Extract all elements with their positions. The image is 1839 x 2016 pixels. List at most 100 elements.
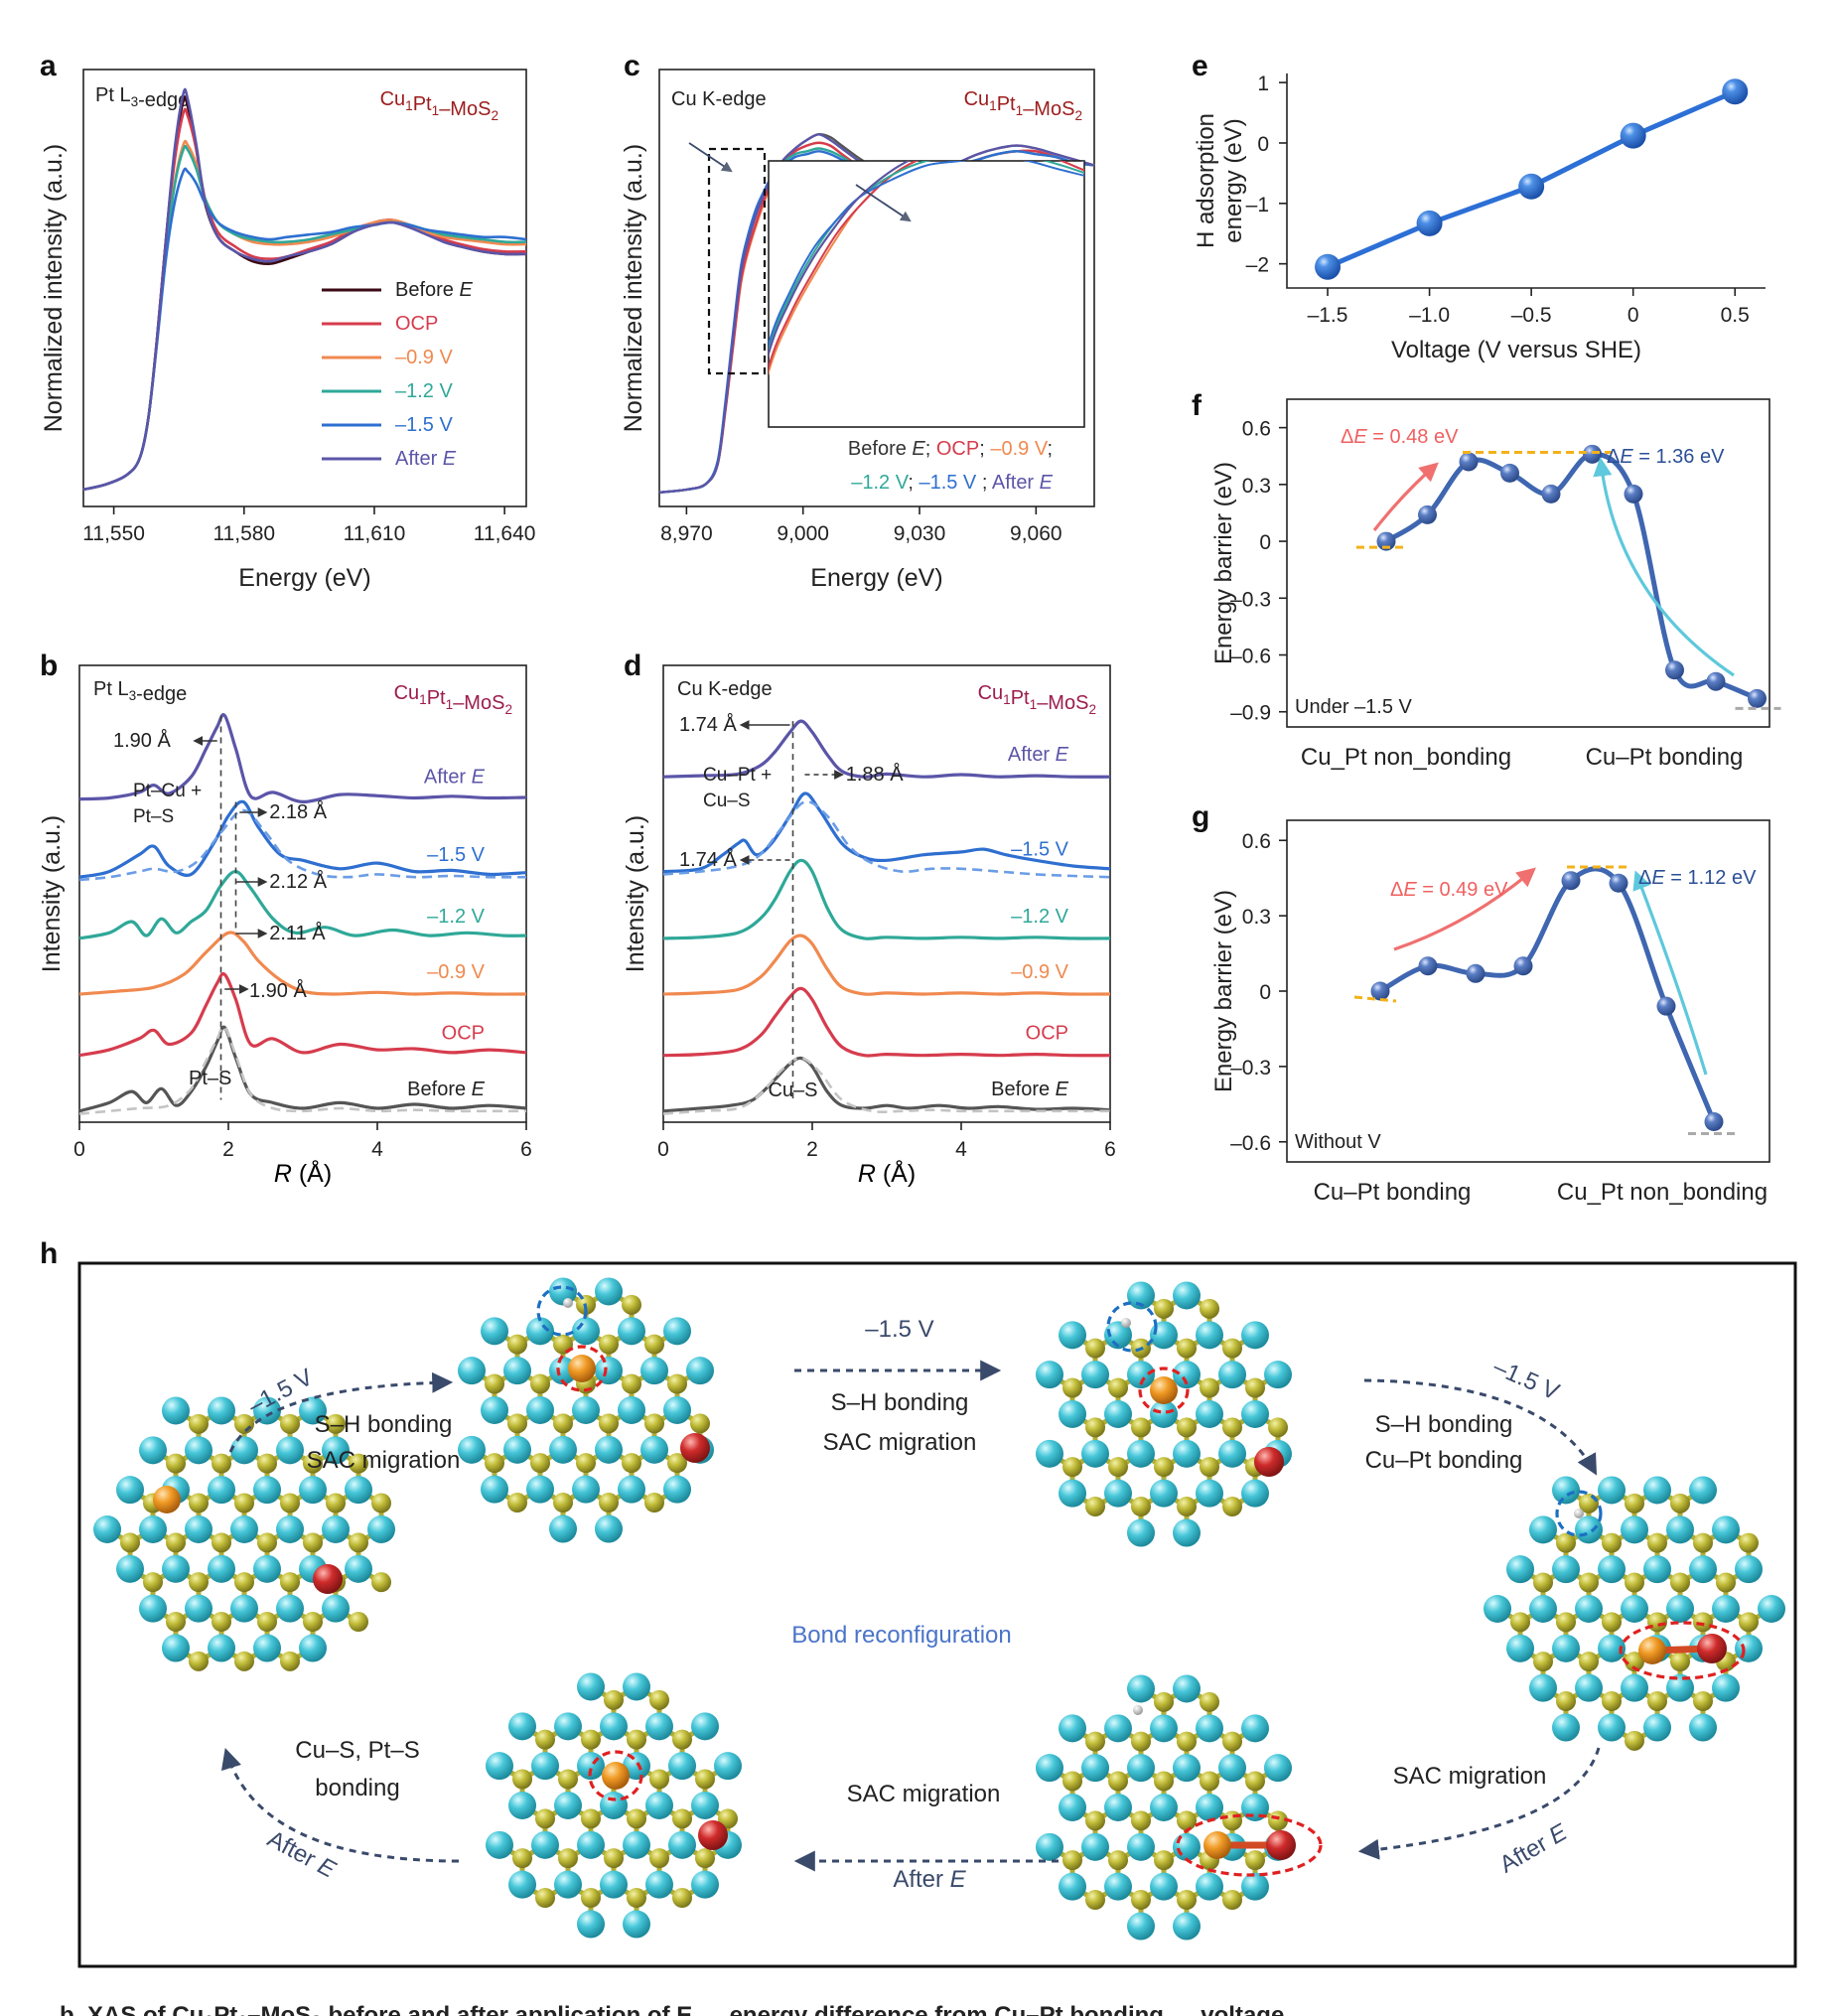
mo-atom: [1127, 1439, 1155, 1468]
series-line: [82, 139, 527, 492]
legend-entry: –0.9 V: [395, 347, 453, 368]
mo-atom: [1598, 1476, 1626, 1505]
y-axis-label: H adsorption: [1193, 113, 1219, 248]
s-atom: [627, 1888, 646, 1909]
energy-path: [1384, 451, 1759, 701]
y-tick-label: 0: [1259, 981, 1271, 1004]
s-atom: [1062, 1457, 1082, 1478]
y-axis-label: energy (eV): [1220, 118, 1247, 242]
s-atom: [512, 1848, 532, 1869]
s-atom: [1647, 1612, 1667, 1633]
step-label: bonding: [315, 1775, 399, 1801]
x-tick-label: 11,550: [82, 522, 145, 545]
mo-atom: [572, 1317, 600, 1346]
mo-atom: [668, 1752, 696, 1781]
mo-atom: [572, 1396, 600, 1424]
energy-point: [1418, 956, 1438, 976]
s-atom: [1556, 1532, 1576, 1553]
series-line: [82, 144, 527, 492]
s-atom: [695, 1848, 715, 1869]
mo-atom: [185, 1436, 212, 1465]
mo-atom: [230, 1515, 258, 1543]
s-atom: [1131, 1810, 1151, 1831]
s-atom: [1268, 1417, 1288, 1438]
x-axis-label: R (Å): [274, 1158, 332, 1188]
s-atom: [1222, 1417, 1242, 1438]
mo-atom: [1712, 1595, 1740, 1623]
mo-atom: [1104, 1714, 1132, 1743]
s-atom: [1222, 1338, 1242, 1359]
mo-atom: [1218, 1361, 1246, 1389]
s-atom: [1131, 1497, 1151, 1517]
x-axis-label: Energy (eV): [238, 564, 370, 592]
x-tick-label: 2: [806, 1138, 818, 1161]
s-atom: [622, 1294, 641, 1315]
mo-atom: [1689, 1713, 1717, 1742]
mo-atom: [595, 1357, 623, 1385]
mo-atom: [1621, 1515, 1648, 1544]
s-atom: [599, 1334, 619, 1355]
s-atom: [1693, 1612, 1713, 1633]
mo-atom: [508, 1792, 536, 1819]
s-atom: [1062, 1850, 1082, 1871]
mo-atom: [1712, 1515, 1740, 1544]
category-label: Cu–Pt bonding: [1586, 744, 1744, 771]
s-atom: [1245, 1377, 1265, 1398]
energy-point: [1466, 963, 1485, 983]
mo-atom: [549, 1435, 577, 1464]
mo-atom: [208, 1476, 235, 1505]
trace-label: –0.9 V: [1011, 961, 1068, 983]
step-label: SAC migration: [847, 1781, 1001, 1807]
x-tick-label: 9,060: [1010, 522, 1062, 545]
annotation: 2.18 Å: [269, 800, 327, 823]
x-tick-label: 11,640: [474, 522, 536, 545]
mo-atom: [1264, 1754, 1292, 1783]
s-atom: [234, 1651, 254, 1671]
panel-label-a: a: [40, 50, 57, 82]
mo-atom: [691, 1792, 719, 1819]
fit-line: [662, 1057, 1110, 1115]
mo-atom: [1127, 1832, 1155, 1861]
mo-atom: [1666, 1673, 1694, 1702]
s-atom: [280, 1572, 300, 1593]
mo-atom: [1241, 1321, 1269, 1350]
plot-frame: [1286, 398, 1770, 728]
trace-line: [662, 934, 1111, 996]
legend-entry: –1.2 V: [395, 380, 453, 402]
trace-line: [78, 713, 527, 804]
annotation: 1.74 Å: [679, 848, 737, 871]
mo-atom: [595, 1435, 623, 1464]
s-atom: [667, 1373, 687, 1394]
annotation: Pt–S: [133, 806, 174, 827]
mo-atom: [116, 1554, 144, 1583]
inset-frame: [768, 160, 1085, 428]
plot-frame: [78, 664, 527, 1123]
trace-label: –1.5 V: [1011, 839, 1068, 861]
s-atom: [512, 1769, 532, 1790]
sac-highlight: [588, 1750, 643, 1801]
mo-atom: [139, 1594, 167, 1623]
mo-atom: [1241, 1400, 1269, 1428]
mo-atom: [1196, 1321, 1223, 1350]
s-atom: [649, 1689, 669, 1710]
annotation: 2.11 Å: [269, 922, 326, 944]
s-atom: [1108, 1771, 1128, 1792]
s-atom: [535, 1808, 555, 1829]
s-atom: [1602, 1691, 1622, 1712]
mo-atom: [1059, 1872, 1086, 1901]
trace-line: [78, 972, 527, 1058]
annotation: 1.74 Å: [679, 713, 737, 736]
atom-cluster: [93, 1396, 395, 1671]
mo-atom: [549, 1277, 577, 1306]
mo-atom: [322, 1594, 350, 1623]
annotation: 2.12 Å: [269, 870, 327, 893]
s-atom: [120, 1532, 140, 1553]
mo-atom: [1104, 1872, 1132, 1901]
h-atom: [1574, 1509, 1584, 1518]
mo-atom: [345, 1554, 372, 1583]
s-atom: [1108, 1457, 1128, 1478]
mo-atom: [549, 1514, 577, 1543]
s-atom: [212, 1532, 231, 1553]
